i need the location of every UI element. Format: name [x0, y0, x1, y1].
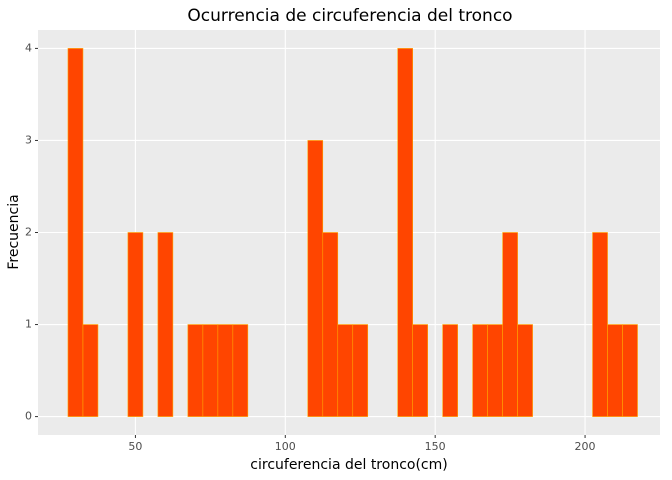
y-tick-label: 4 [25, 41, 32, 54]
bar [397, 48, 413, 417]
bar [442, 324, 458, 417]
bar [472, 324, 488, 417]
x-tick-label: 100 [275, 440, 296, 453]
bar [322, 232, 339, 417]
bar [622, 324, 638, 417]
bar [517, 324, 533, 417]
chart-title: Ocurrencia de circuferencia del tronco [187, 6, 512, 26]
bar [337, 324, 354, 417]
bar [187, 324, 204, 417]
bar [607, 324, 623, 417]
x-axis-title: circuferencia del tronco(cm) [250, 457, 447, 473]
bar [127, 232, 144, 417]
x-tick-label: 150 [425, 440, 446, 453]
bar [82, 324, 99, 417]
bar [217, 324, 234, 417]
y-tick-label: 0 [25, 410, 32, 423]
x-tick-label: 50 [128, 440, 142, 453]
bar [502, 232, 518, 417]
bar [232, 324, 249, 417]
y-tick-label: 2 [25, 226, 32, 239]
bar [202, 324, 219, 417]
bar [352, 324, 369, 417]
y-axis-title: Frecuencia [6, 194, 22, 269]
x-tick-label: 200 [575, 440, 596, 453]
bars [67, 48, 638, 417]
bar [307, 140, 324, 417]
bar [592, 232, 608, 417]
y-tick-label: 3 [25, 133, 32, 146]
bar [157, 232, 174, 417]
bar [67, 48, 84, 417]
y-tick-label: 1 [25, 318, 32, 331]
bar [487, 324, 503, 417]
bar [412, 324, 428, 417]
